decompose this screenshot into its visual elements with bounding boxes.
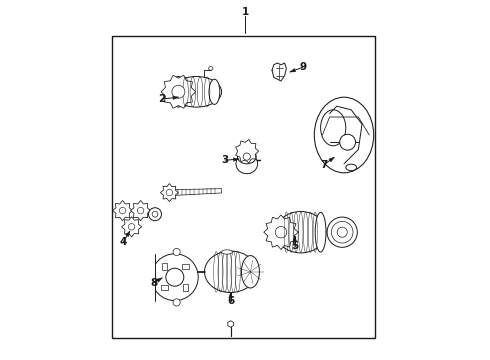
Ellipse shape bbox=[275, 212, 326, 253]
Bar bbox=[162, 263, 167, 270]
Ellipse shape bbox=[314, 97, 374, 173]
Circle shape bbox=[152, 211, 158, 217]
Bar bbox=[182, 264, 189, 269]
Ellipse shape bbox=[204, 251, 257, 292]
Circle shape bbox=[151, 254, 198, 301]
Ellipse shape bbox=[242, 256, 259, 288]
Polygon shape bbox=[113, 201, 133, 221]
Circle shape bbox=[275, 226, 287, 238]
Circle shape bbox=[331, 221, 353, 243]
Circle shape bbox=[166, 189, 172, 196]
Text: 3: 3 bbox=[221, 155, 229, 165]
Circle shape bbox=[337, 227, 347, 237]
Bar bbox=[183, 284, 188, 292]
Circle shape bbox=[172, 85, 185, 98]
Polygon shape bbox=[236, 140, 259, 163]
Ellipse shape bbox=[209, 79, 220, 104]
Polygon shape bbox=[173, 189, 221, 195]
Polygon shape bbox=[264, 215, 298, 249]
Polygon shape bbox=[130, 201, 151, 221]
Ellipse shape bbox=[171, 77, 221, 107]
Bar bbox=[148, 254, 155, 301]
Polygon shape bbox=[229, 292, 232, 298]
Polygon shape bbox=[329, 157, 334, 162]
Polygon shape bbox=[122, 217, 142, 237]
Polygon shape bbox=[233, 158, 239, 161]
Ellipse shape bbox=[171, 77, 186, 107]
Polygon shape bbox=[290, 68, 295, 72]
Ellipse shape bbox=[238, 149, 256, 164]
Text: 4: 4 bbox=[120, 237, 127, 247]
Circle shape bbox=[173, 248, 180, 256]
Polygon shape bbox=[293, 236, 296, 241]
Polygon shape bbox=[173, 96, 178, 100]
Circle shape bbox=[120, 207, 126, 214]
Bar bbox=[161, 285, 168, 291]
Ellipse shape bbox=[209, 67, 213, 70]
Polygon shape bbox=[160, 184, 178, 202]
Ellipse shape bbox=[320, 110, 346, 146]
Circle shape bbox=[166, 268, 184, 286]
Polygon shape bbox=[157, 278, 162, 282]
Circle shape bbox=[128, 224, 135, 230]
Text: 7: 7 bbox=[320, 159, 328, 170]
Circle shape bbox=[243, 153, 250, 160]
Polygon shape bbox=[125, 231, 130, 237]
Text: 8: 8 bbox=[150, 278, 158, 288]
Circle shape bbox=[148, 208, 162, 221]
Circle shape bbox=[340, 134, 356, 150]
Ellipse shape bbox=[221, 250, 232, 254]
Text: 2: 2 bbox=[159, 94, 166, 104]
Circle shape bbox=[173, 299, 180, 306]
Ellipse shape bbox=[346, 164, 357, 171]
Circle shape bbox=[327, 217, 357, 247]
Polygon shape bbox=[161, 75, 196, 108]
Ellipse shape bbox=[236, 154, 258, 174]
Ellipse shape bbox=[315, 212, 326, 252]
Text: 6: 6 bbox=[227, 296, 234, 306]
Text: 1: 1 bbox=[242, 6, 248, 17]
Polygon shape bbox=[228, 321, 233, 327]
Bar bbox=[112, 36, 374, 338]
Circle shape bbox=[137, 207, 144, 214]
Text: 9: 9 bbox=[299, 62, 306, 72]
Text: 5: 5 bbox=[291, 240, 298, 251]
